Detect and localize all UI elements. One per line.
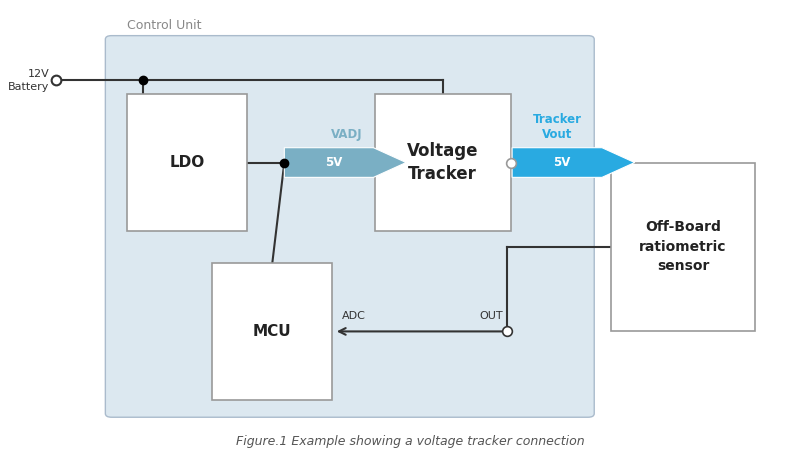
FancyBboxPatch shape (127, 94, 247, 231)
FancyBboxPatch shape (611, 163, 754, 331)
Polygon shape (512, 148, 634, 177)
Text: Control Unit: Control Unit (127, 19, 202, 32)
Text: MCU: MCU (253, 324, 292, 339)
Text: Tracker
Vout: Tracker Vout (533, 113, 582, 141)
Text: OUT: OUT (479, 311, 503, 322)
Polygon shape (284, 148, 406, 177)
Text: 5V: 5V (554, 156, 570, 169)
Text: VADJ: VADJ (331, 128, 362, 141)
Text: LDO: LDO (170, 155, 205, 170)
Text: Voltage
Tracker: Voltage Tracker (407, 142, 478, 183)
Text: 5V: 5V (325, 156, 342, 169)
Text: 12V
Battery: 12V Battery (8, 69, 50, 91)
FancyBboxPatch shape (212, 263, 332, 400)
Text: Figure.1 Example showing a voltage tracker connection: Figure.1 Example showing a voltage track… (235, 435, 584, 448)
Text: Off-Board
ratiometric
sensor: Off-Board ratiometric sensor (639, 220, 726, 274)
FancyBboxPatch shape (106, 36, 594, 417)
FancyBboxPatch shape (375, 94, 510, 231)
Text: ADC: ADC (342, 311, 366, 322)
